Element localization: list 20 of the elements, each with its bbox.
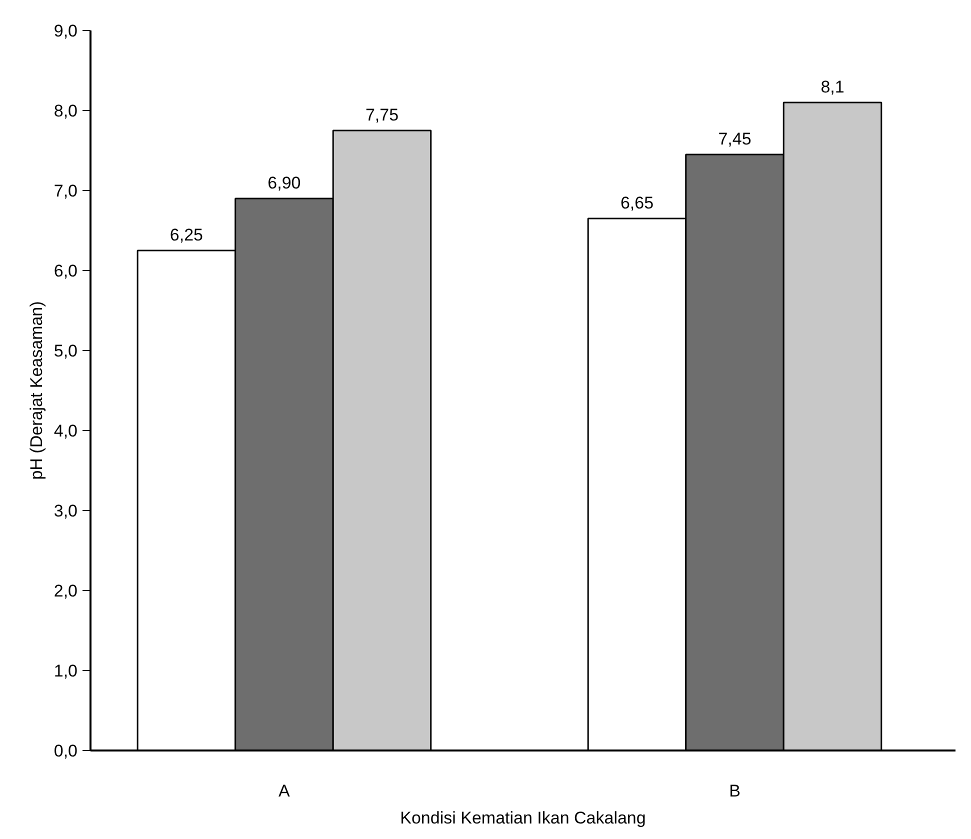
y-tick-label: 0,0	[54, 742, 78, 760]
y-tick-label: 3,0	[54, 502, 78, 520]
x-tick-label: B	[729, 782, 740, 800]
x-axis-title: Kondisi Kematian Ikan Cakalang	[400, 808, 646, 828]
y-tick-label: 2,0	[54, 582, 78, 600]
y-tick-label: 4,0	[54, 422, 78, 440]
y-tick-label: 7,0	[54, 182, 78, 200]
y-axis-title: pH (Derajat Keasaman)	[26, 301, 46, 480]
y-tick-label: 9,0	[54, 22, 78, 40]
data-label: 6,90	[268, 174, 301, 192]
x-tick-label: A	[278, 782, 291, 800]
data-label: 6,25	[170, 226, 204, 244]
data-label: 7,75	[365, 106, 399, 124]
y-tick-label: 1,0	[54, 662, 78, 680]
data-label: 6,65	[620, 194, 654, 212]
y-tick-label: 5,0	[54, 342, 78, 360]
data-label: 7,45	[718, 130, 752, 148]
data-label: 8,1	[820, 78, 844, 96]
y-tick-label: 8,0	[54, 102, 78, 120]
y-tick-label: 6,0	[54, 262, 78, 280]
